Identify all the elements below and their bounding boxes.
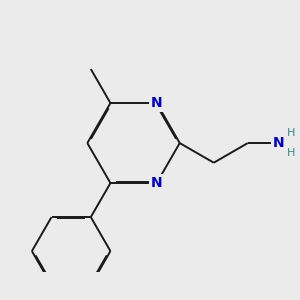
- Text: H: H: [286, 148, 295, 158]
- Text: H: H: [286, 128, 295, 138]
- Text: N: N: [273, 136, 285, 150]
- Text: N: N: [151, 96, 163, 110]
- Text: N: N: [151, 176, 163, 190]
